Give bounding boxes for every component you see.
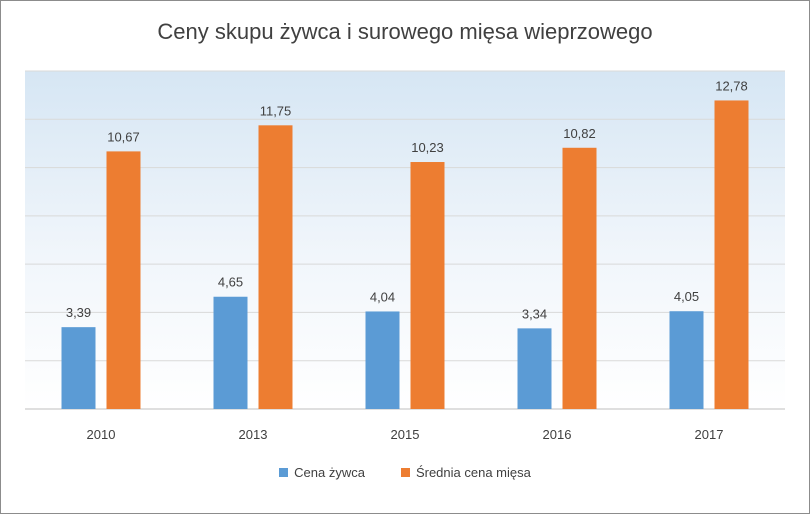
x-tick-2010: 2010 <box>87 427 116 442</box>
bar-cena-zywca-2013 <box>213 296 248 409</box>
bar-srednia-cena-miesa-2016 <box>562 147 597 409</box>
data-label-srednia-cena-miesa-2010: 10,67 <box>107 129 140 144</box>
data-labels: 3,39 10,67 4,65 11,75 4,04 10,23 3,34 10,82 4,05… <box>66 78 748 321</box>
data-label-srednia-cena-miesa-2017: 12,78 <box>715 78 748 93</box>
bar-srednia-cena-miesa-2017 <box>714 100 749 409</box>
legend-swatch-cena-zywca <box>279 468 289 477</box>
bar-cena-zywca-2016 <box>517 328 552 409</box>
data-label-cena-zywca-2017: 4,05 <box>674 289 699 304</box>
bar-cena-zywca-2010 <box>61 327 96 409</box>
legend-item-srednia-cena-miesa: Średnia cena mięsa <box>400 465 531 480</box>
bar-cena-zywca-2015 <box>365 311 400 409</box>
x-tick-2015: 2015 <box>391 427 420 442</box>
bar-srednia-cena-miesa-2013 <box>258 125 293 410</box>
bar-srednia-cena-miesa-2010 <box>106 151 141 409</box>
bars <box>61 100 749 410</box>
data-label-srednia-cena-miesa-2016: 10,82 <box>563 126 596 141</box>
data-label-srednia-cena-miesa-2015: 10,23 <box>411 140 444 155</box>
legend: Cena żywca Średnia cena mięsa <box>1 465 809 480</box>
legend-label-srednia-cena-miesa: Średnia cena mięsa <box>415 465 531 480</box>
data-label-cena-zywca-2016: 3,34 <box>522 306 547 321</box>
legend-swatch-srednia-cena-miesa <box>400 468 410 477</box>
plot-area <box>25 71 785 409</box>
x-tick-2017: 2017 <box>695 427 724 442</box>
data-label-cena-zywca-2015: 4,04 <box>370 289 395 304</box>
x-tick-2016: 2016 <box>543 427 572 442</box>
data-label-cena-zywca-2010: 3,39 <box>66 305 91 320</box>
bar-cena-zywca-2017 <box>669 311 704 409</box>
data-label-srednia-cena-miesa-2013: 11,75 <box>260 103 292 118</box>
chart-title: Ceny skupu żywca i surowego mięsa wieprz… <box>157 19 653 44</box>
bar-srednia-cena-miesa-2015 <box>410 162 445 409</box>
legend-label-cena-zywca: Cena żywca <box>294 465 365 480</box>
legend-item-cena-zywca: Cena żywca <box>279 465 365 480</box>
x-tick-labels: 2010 2013 2015 2016 2017 <box>87 427 724 442</box>
gridlines <box>25 70 785 410</box>
x-tick-2013: 2013 <box>239 427 268 442</box>
data-label-cena-zywca-2013: 4,65 <box>218 275 243 290</box>
